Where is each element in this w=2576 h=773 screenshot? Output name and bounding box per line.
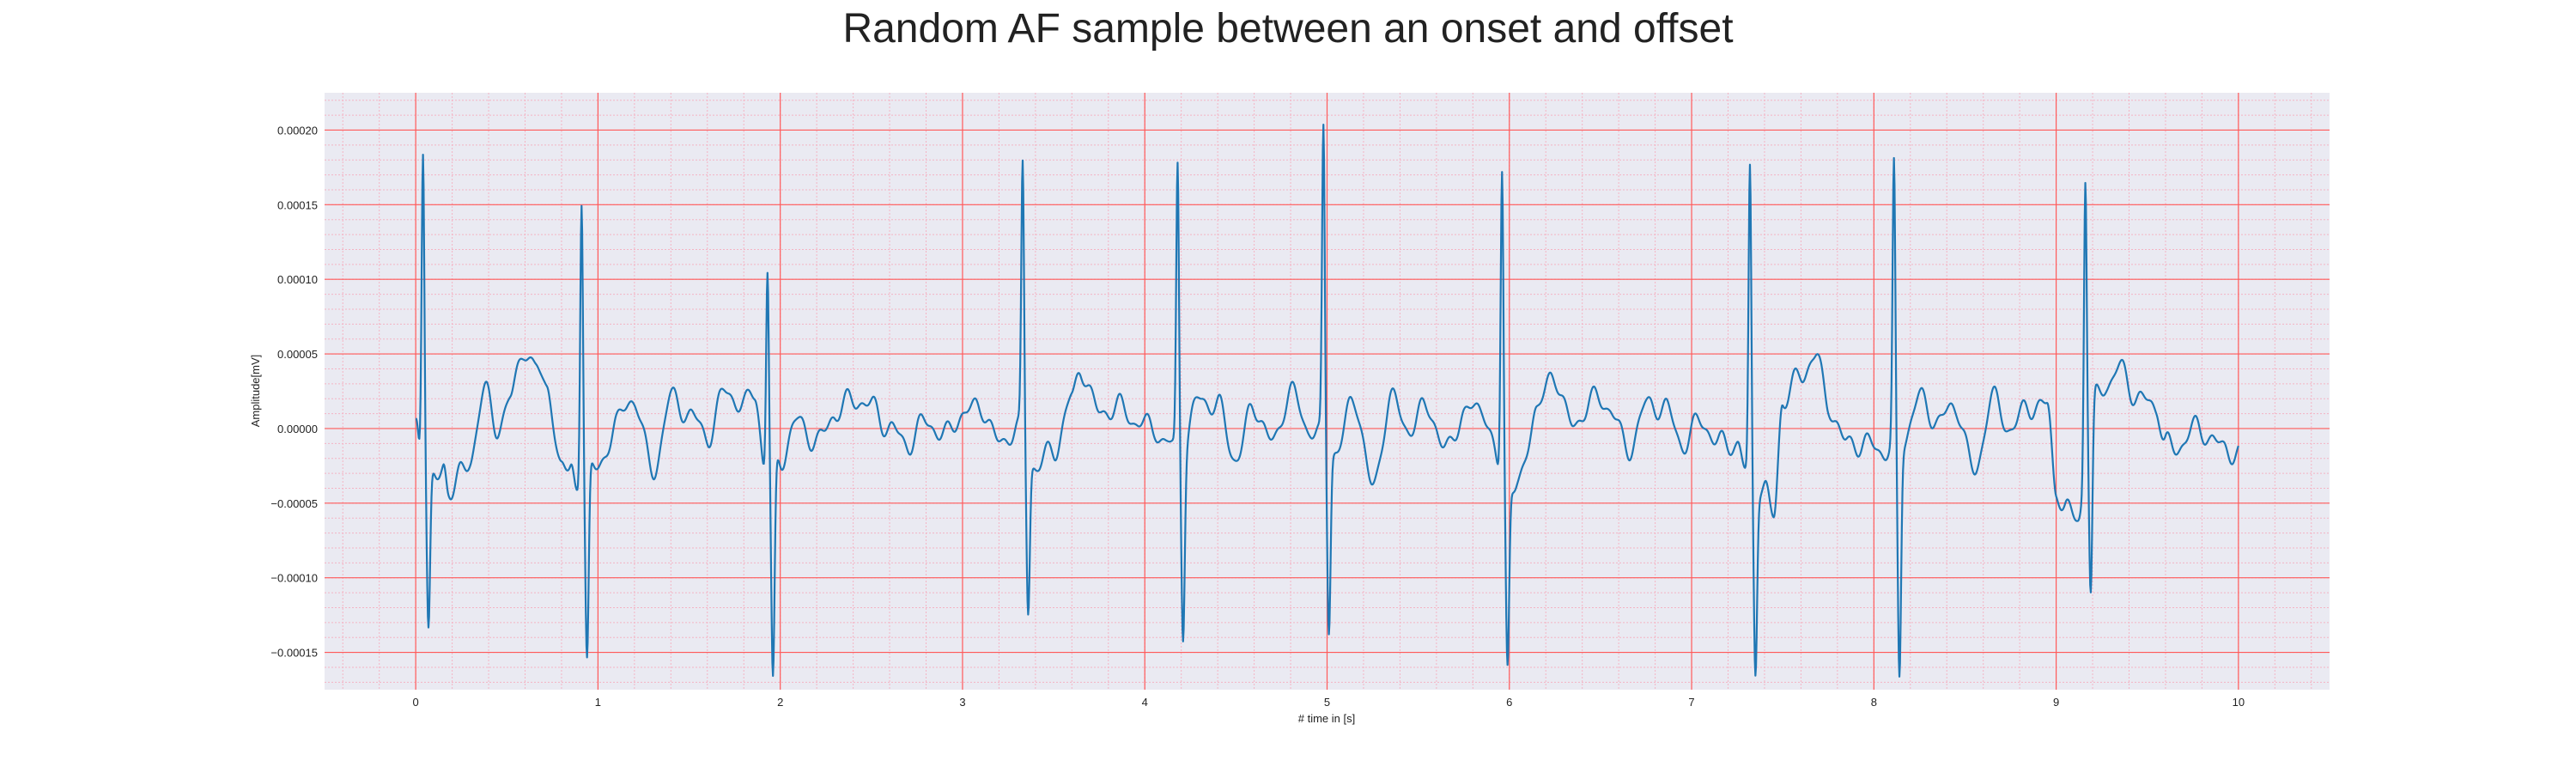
y-tick-label: 0.00010 <box>277 273 318 286</box>
x-tick-label: 9 <box>2053 696 2059 709</box>
chart-title: Random AF sample between an onset and of… <box>842 6 1734 52</box>
x-tick-label: 5 <box>1324 696 1330 709</box>
y-tick-label: −0.00010 <box>270 572 318 585</box>
y-tick-label: 0.00020 <box>277 124 318 137</box>
x-tick-label: 7 <box>1688 696 1694 709</box>
y-axis-label: Amplitude[mV] <box>249 355 262 428</box>
y-tick-label: 0.00000 <box>277 423 318 435</box>
series-layer <box>415 124 2239 678</box>
y-tick-labels: −0.00015 −0.00010 −0.00005 0.00000 0.00005 0.… <box>270 124 318 659</box>
y-tick-label: 0.00005 <box>277 348 318 361</box>
major-grid <box>325 93 2330 690</box>
x-axis-label: # time in [s] <box>1298 712 1355 725</box>
x-tick-label: 3 <box>959 696 965 709</box>
ecg-signal-line <box>415 124 2239 678</box>
x-tick-label: 0 <box>413 696 419 709</box>
x-tick-label: 4 <box>1142 696 1148 709</box>
x-tick-label: 1 <box>595 696 601 709</box>
x-tick-label: 8 <box>1871 696 1877 709</box>
x-tick-label: 6 <box>1506 696 1512 709</box>
y-tick-label: −0.00005 <box>270 497 318 510</box>
x-tick-label: 2 <box>777 696 783 709</box>
x-tick-label: 10 <box>2233 696 2245 709</box>
y-tick-label: 0.00015 <box>277 198 318 211</box>
y-tick-label: −0.00015 <box>270 647 318 660</box>
x-tick-labels: 0 1 2 3 4 5 6 7 8 9 10 <box>413 696 2245 709</box>
